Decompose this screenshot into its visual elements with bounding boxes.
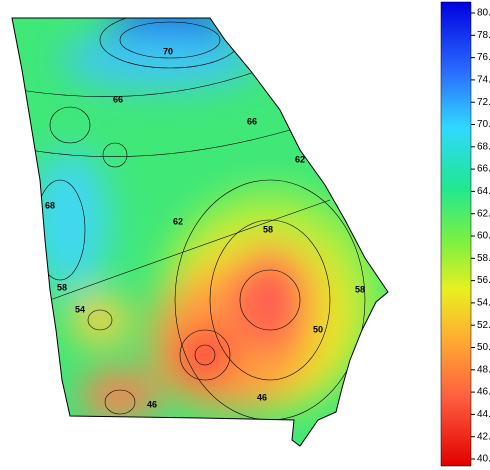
colorbar-tick-label: 62.0	[477, 208, 490, 219]
colorbar-tick-label: 64.0	[477, 186, 490, 197]
colorbar-tick-label: 52.0	[477, 320, 490, 331]
contour-label: 70	[163, 46, 173, 56]
contour-label: 50	[313, 324, 323, 334]
map-fill	[12, 18, 388, 446]
colorbar-tick-label: 40.0	[477, 454, 490, 465]
colorbar-tick-label: 56.0	[477, 275, 490, 286]
colorbar-tick-label: 78.0	[477, 30, 490, 41]
colorbar-tick-label: 76.0	[477, 52, 490, 63]
colorbar-tick-label: 58.0	[477, 253, 490, 264]
contour-label: 62	[295, 154, 305, 164]
contour-label: 46	[257, 392, 267, 402]
colorbar-tick-label: 66.0	[477, 164, 490, 175]
contour-label: 66	[113, 94, 123, 104]
contour-label: 68	[45, 200, 55, 210]
contour-label: 58	[263, 224, 273, 234]
contour-label: 62	[173, 216, 183, 226]
contour-label: 46	[147, 399, 157, 409]
contour-label: 54	[75, 304, 85, 314]
colorbar-tick-label: 48.0	[477, 364, 490, 375]
colorbar-tick-label: 74.0	[477, 75, 490, 86]
colorbar-tick-label: 50.0	[477, 342, 490, 353]
colorbar-tick-label: 60.0	[477, 231, 490, 242]
colorbar	[440, 1, 472, 467]
colorbar-tick-label: 44.0	[477, 409, 490, 420]
colorbar-tick-label: 46.0	[477, 387, 490, 398]
contour-label: 58	[355, 284, 365, 294]
colorbar-tick-label: 72.0	[477, 97, 490, 108]
state-outline	[11, 17, 389, 447]
colorbar-tick-label: 54.0	[477, 298, 490, 309]
colorbar-tick-label: 68.0	[477, 141, 490, 152]
contour-label: 58	[57, 282, 67, 292]
colorbar-tick-label: 80.0	[477, 8, 490, 19]
contour-label: 66	[247, 116, 257, 126]
colorbar-tick-label: 42.0	[477, 431, 490, 442]
colorbar-tick-label: 70.0	[477, 119, 490, 130]
